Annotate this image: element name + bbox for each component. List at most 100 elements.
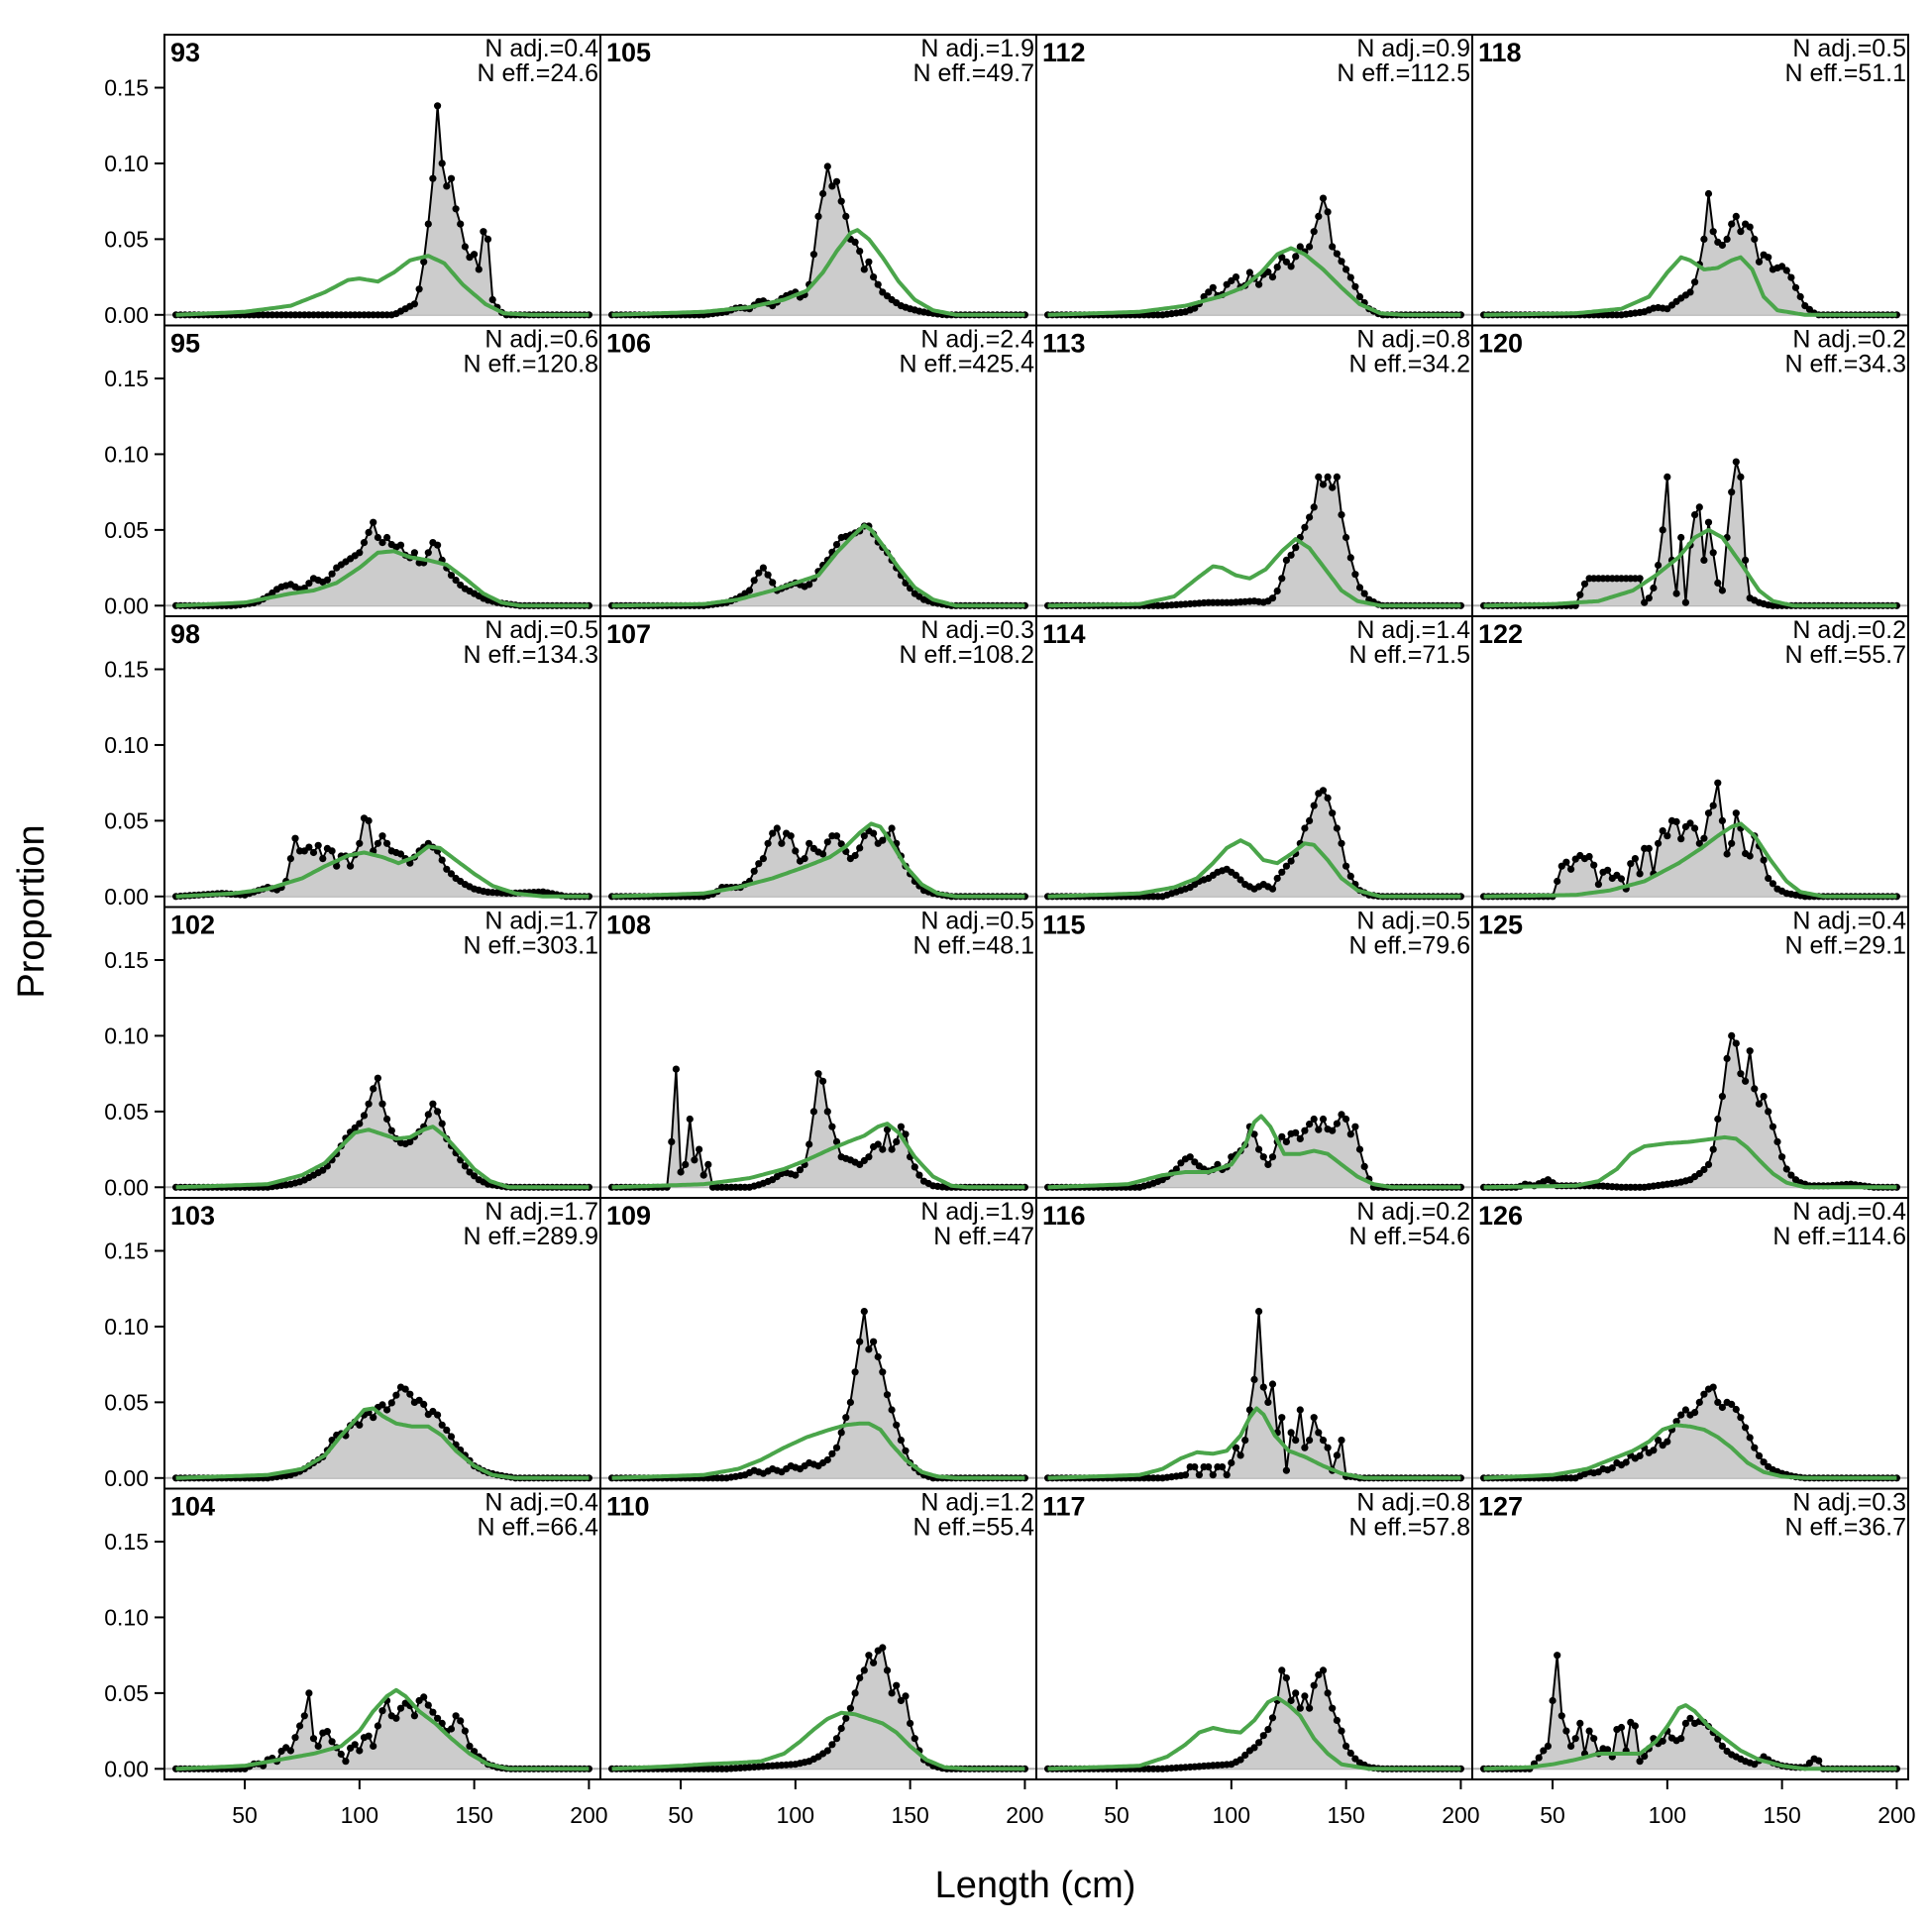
observed-point	[677, 1168, 685, 1176]
observed-point	[879, 1145, 887, 1153]
observed-area	[1483, 783, 1897, 897]
x-tick-label: 150	[1763, 1802, 1800, 1828]
n-adj-label: N adj.=2.4	[920, 326, 1034, 354]
observed-point	[447, 572, 456, 580]
expected-line	[1047, 1695, 1461, 1771]
observed-point	[1351, 282, 1359, 290]
observed-point	[1338, 1437, 1345, 1445]
panel-116: 116 N adj.=0.2N eff.=54.6	[1035, 1197, 1473, 1490]
observed-point	[1287, 551, 1295, 559]
observed-area	[611, 526, 1025, 606]
observed-point	[1241, 1751, 1249, 1760]
observed-point	[443, 1426, 451, 1434]
observed-point	[704, 1160, 712, 1168]
n-eff-label: N eff.=47	[933, 1223, 1034, 1250]
observed-point	[342, 1758, 350, 1766]
observed-point	[1723, 1054, 1731, 1062]
observed-point	[897, 1123, 906, 1130]
observed-point	[1765, 254, 1772, 262]
observed-point	[1209, 283, 1217, 291]
observed-point	[902, 1447, 910, 1454]
observed-point	[1728, 839, 1736, 847]
observed-point	[1650, 584, 1658, 592]
observed-point	[370, 1742, 377, 1750]
observed-point	[1296, 243, 1304, 251]
observed-point	[1268, 594, 1277, 602]
observed-point	[1319, 787, 1328, 795]
observed-point	[1677, 1735, 1685, 1743]
observed-point	[378, 1100, 386, 1108]
observed-point	[1296, 1406, 1304, 1414]
x-tick-label: 150	[891, 1802, 928, 1828]
observed-point	[750, 867, 758, 875]
observed-point	[1636, 575, 1644, 583]
observed-point	[392, 1391, 400, 1399]
observed-point	[1259, 1153, 1267, 1161]
n-adj-label: N adj.=0.2	[1792, 326, 1906, 354]
n-adj-label: N adj.=1.9	[920, 1198, 1034, 1226]
observed-point	[1718, 1742, 1726, 1750]
observed-point	[1191, 304, 1199, 312]
n-eff-label: N eff.=29.1	[1784, 932, 1906, 960]
observed-point	[1686, 1714, 1694, 1722]
observed-point	[860, 1666, 868, 1674]
observed-point	[805, 1140, 813, 1148]
observed-point	[471, 251, 479, 259]
observed-point	[1333, 1120, 1341, 1127]
observed-point	[461, 1162, 469, 1170]
n-adj-label: N adj.=0.5	[1792, 35, 1906, 62]
n-eff-label: N eff.=49.7	[912, 59, 1034, 87]
observed-point	[1645, 844, 1653, 853]
observed-point	[1677, 533, 1685, 542]
observed-point	[1695, 503, 1703, 511]
observed-point	[1714, 1115, 1722, 1124]
observed-point	[1664, 473, 1671, 481]
observed-point	[1604, 1746, 1612, 1754]
observed-point	[865, 1345, 873, 1353]
observed-point	[1346, 273, 1354, 281]
observed-point	[1746, 852, 1754, 860]
observed-point	[347, 862, 355, 870]
observed-point	[832, 1444, 841, 1451]
expected-line	[1047, 1114, 1461, 1190]
observed-point	[842, 1414, 850, 1422]
observed-area	[175, 522, 590, 606]
panel-114: 114 N adj.=1.4N eff.=71.5	[1035, 615, 1473, 909]
y-tick-label: 0.00	[104, 884, 149, 910]
observed-point	[1245, 1406, 1253, 1414]
observed-point	[319, 855, 327, 863]
observed-point	[1773, 1137, 1781, 1145]
observed-point	[365, 1100, 373, 1108]
observed-point	[764, 571, 772, 579]
observed-point	[1728, 488, 1736, 496]
observed-point	[1355, 292, 1364, 301]
observed-point	[773, 824, 781, 832]
y-tick-label: 0.00	[104, 1174, 149, 1200]
observed-point	[1268, 1714, 1277, 1722]
panel-127: 127 N adj.=0.3N eff.=36.7	[1471, 1487, 1909, 1780]
expected-line	[1047, 838, 1461, 899]
observed-point	[1214, 1160, 1222, 1168]
observed-point	[1268, 885, 1277, 893]
observed-point	[865, 1153, 873, 1161]
y-tick-label: 0.10	[104, 1022, 149, 1048]
observed-point	[461, 1727, 469, 1735]
observed-point	[1695, 839, 1703, 847]
n-adj-label: N adj.=0.2	[1356, 1198, 1470, 1226]
n-eff-label: N eff.=425.4	[900, 351, 1035, 378]
observed-point	[1659, 526, 1666, 534]
observed-point	[356, 839, 364, 847]
observed-point	[1728, 220, 1736, 228]
observed-point	[1319, 481, 1328, 488]
observed-point	[1259, 1383, 1267, 1391]
observed-line	[611, 1311, 1025, 1479]
observed-point	[1691, 1409, 1699, 1417]
observed-point	[1287, 857, 1295, 865]
observed-point	[1751, 1444, 1759, 1451]
observed-point	[415, 1396, 423, 1404]
observed-point	[1782, 1165, 1790, 1173]
y-tick-label: 0.05	[104, 1680, 149, 1706]
n-adj-label: N adj.=1.2	[920, 1489, 1034, 1517]
observed-point	[1746, 223, 1754, 231]
